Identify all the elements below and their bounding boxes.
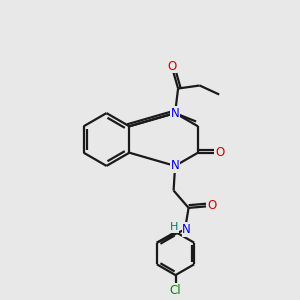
Text: O: O [207,199,217,212]
Text: N: N [171,159,179,172]
Text: H: H [170,222,179,232]
Text: Cl: Cl [170,284,181,297]
Text: O: O [167,60,177,73]
Text: N: N [171,106,179,120]
Text: O: O [216,146,225,159]
Text: N: N [182,223,191,236]
